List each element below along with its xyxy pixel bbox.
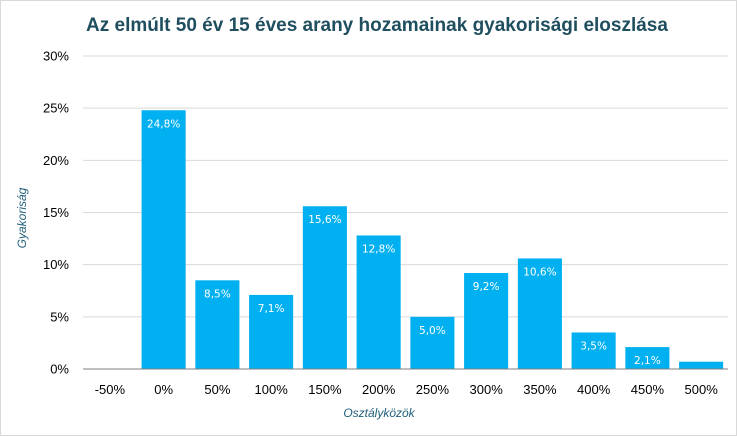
- y-tick-label: 25%: [43, 101, 69, 116]
- bar-data-label: 8,5%: [204, 288, 231, 300]
- bar: [679, 361, 724, 369]
- y-axis-ticks: 0% 5% 10% 15% 20% 25% 30%: [43, 49, 69, 377]
- bar-data-label: 15,6%: [308, 214, 341, 226]
- bars: [141, 110, 724, 370]
- bar: [356, 235, 401, 369]
- bar: [517, 258, 562, 369]
- chart-title: Az elmúlt 50 év 15 éves arany hozamainak…: [86, 15, 668, 36]
- x-tick-label: 200%: [362, 382, 396, 397]
- bar-data-label: 9,2%: [473, 281, 500, 293]
- bar: [464, 273, 509, 369]
- x-tick-label: 150%: [308, 382, 342, 397]
- y-tick-label: 0%: [50, 362, 69, 377]
- y-tick-label: 30%: [43, 49, 69, 64]
- x-tick-label: -50%: [95, 382, 126, 397]
- bar-data-label: 10,6%: [523, 266, 556, 278]
- bar: [249, 294, 294, 369]
- bar-data-label: 5,0%: [419, 325, 446, 337]
- bar: [302, 206, 347, 369]
- bar: [625, 347, 670, 369]
- y-tick-label: 15%: [43, 205, 69, 220]
- bar: [410, 316, 455, 369]
- x-tick-label: 250%: [416, 382, 450, 397]
- gridlines: [83, 55, 728, 318]
- y-axis-title: Gyakoriság: [15, 187, 29, 248]
- x-tick-label: 450%: [631, 382, 665, 397]
- x-tick-label: 350%: [523, 382, 557, 397]
- x-tick-label: 100%: [255, 382, 289, 397]
- bar: [141, 110, 186, 370]
- y-tick-label: 10%: [43, 257, 69, 272]
- bar-labels: 24,8% 8,5% 7,1% 15,6% 12,8% 5,0% 9,2% 10,6% 3,5%…: [147, 118, 661, 367]
- x-axis-ticks: -50% 0% 50% 100% 150% 200% 250% 300% 350% 400% 450…: [95, 382, 718, 397]
- bar-data-label: 12,8%: [362, 243, 395, 255]
- bar: [195, 280, 240, 369]
- bar-data-label: 3,5%: [580, 340, 607, 352]
- y-tick-label: 5%: [50, 309, 69, 324]
- x-tick-label: 0%: [154, 382, 173, 397]
- x-tick-label: 400%: [577, 382, 611, 397]
- bar-data-label: 2,1%: [634, 355, 661, 367]
- x-tick-label: 300%: [470, 382, 504, 397]
- bar-data-label: 7,1%: [258, 303, 285, 315]
- x-axis-title: Osztályközök: [343, 406, 415, 420]
- x-tick-label: 50%: [204, 382, 230, 397]
- y-tick-label: 20%: [43, 153, 69, 168]
- bar: [571, 332, 616, 369]
- x-tick-label: 500%: [685, 382, 719, 397]
- bar-data-label: 24,8%: [147, 118, 180, 130]
